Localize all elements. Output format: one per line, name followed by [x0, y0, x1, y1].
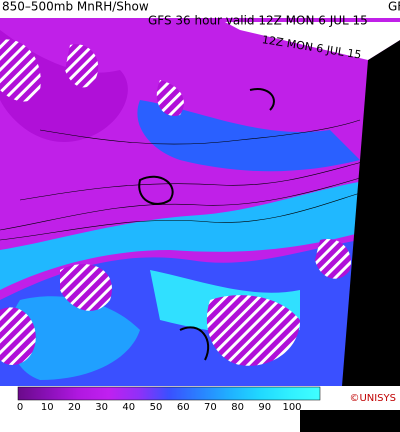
colorbar [17, 386, 321, 401]
colorbar-tick-label: 90 [258, 402, 271, 413]
map-field [0, 18, 400, 386]
colorbar-tick-label: 40 [122, 402, 135, 413]
colorbar-tick-label: 50 [150, 402, 163, 413]
colorbar-tick-label: 80 [231, 402, 244, 413]
colorbar-tick-label: 30 [95, 402, 108, 413]
title-cut: GF [388, 0, 400, 14]
corner-block [300, 410, 400, 432]
colorbar-tick-label: 20 [68, 402, 81, 413]
colorbar-tick-label: 60 [177, 402, 190, 413]
map-edge [342, 40, 400, 386]
title: 850–500mb MnRH/Show [2, 0, 149, 14]
colorbar-tick-label: 10 [41, 402, 54, 413]
credit: ©UNISYS [349, 393, 396, 404]
label-strip [225, 22, 400, 60]
colorbar-tick-label: 70 [204, 402, 217, 413]
colorbar-tick-label: 100 [282, 402, 301, 413]
subtitle: GFS 36 hour valid 12Z MON 6 JUL 15 [148, 14, 368, 28]
colorbar-tick-label: 0 [17, 402, 23, 413]
